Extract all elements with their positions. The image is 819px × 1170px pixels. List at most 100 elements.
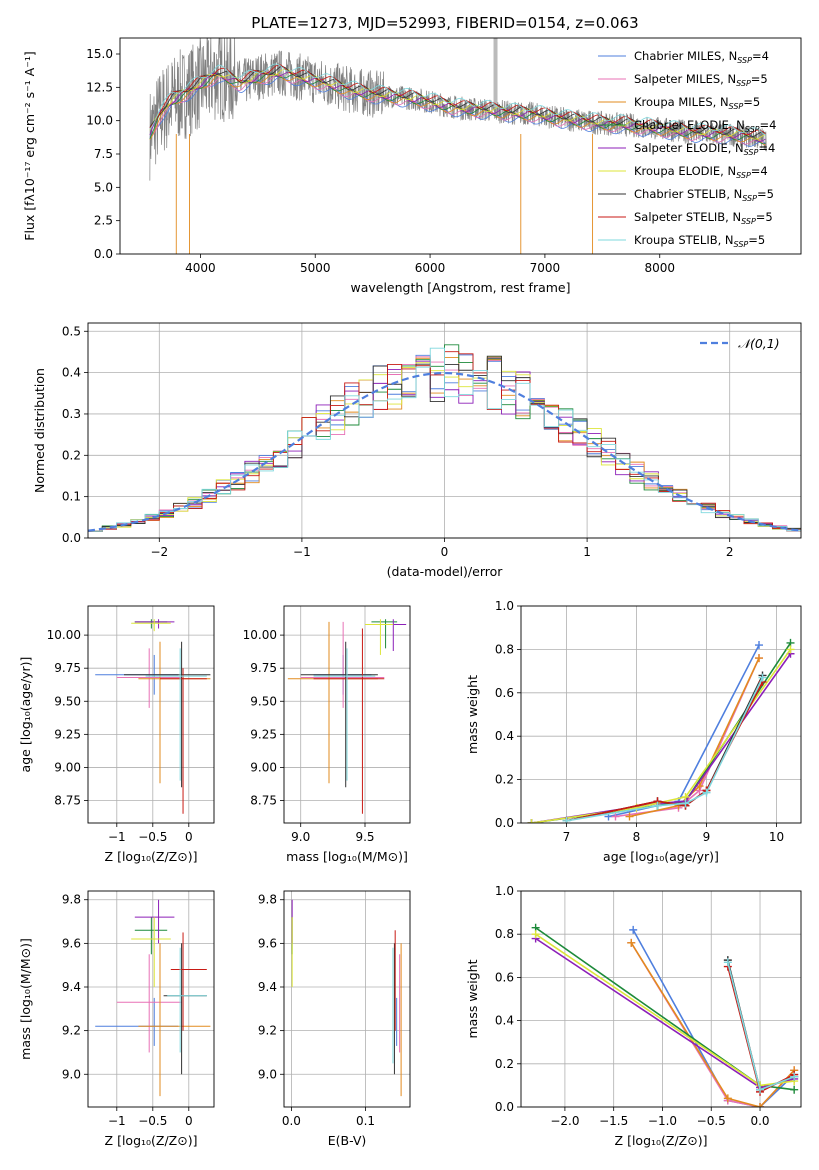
y-tick-label: 9.25 [54, 727, 81, 741]
spectrum-legend: Chabrier MILES, NSSP=4 Salpeter MILES, NS… [598, 49, 776, 249]
x-tick-label: −0.5 [697, 1114, 726, 1128]
y-tick-label: 9.2 [258, 1024, 277, 1038]
y-tick-label: 0.0 [62, 531, 81, 545]
weight-series-line [535, 933, 795, 1087]
y-tick-label: 9.75 [54, 661, 81, 675]
weight-series-line [535, 927, 795, 1091]
weight-marker [531, 930, 540, 939]
y-tick-label: 9.0 [62, 1067, 81, 1081]
x-tick-label: 0 [185, 830, 193, 844]
x-tick-label: 9.0 [291, 830, 310, 844]
y-axis-label: Flux [fλ10⁻¹⁷ erg cm⁻² s⁻¹ A⁻¹] [22, 51, 37, 240]
weight-marker [790, 1072, 799, 1081]
y-tick-label: 10.00 [47, 628, 81, 642]
weight-marker [629, 925, 638, 934]
y-tick-label: 0.4 [62, 366, 81, 380]
x-tick-label: 7 [563, 830, 571, 844]
weight-series-line [630, 942, 795, 1107]
y-tick-label: 0.0 [495, 1100, 514, 1114]
y-tick-label: 2.5 [94, 214, 113, 228]
x-tick-label: 6000 [415, 261, 446, 275]
x-axis-label: E(B-V) [328, 1133, 367, 1148]
panel-residuals: −2 −1 0 1 2 0.0 0.1 0.2 0.3 0.4 0.5 (data-model)/er… [32, 322, 802, 579]
figure-title: PLATE=1273, MJD=52993, FIBERID=0154, z=0… [251, 14, 638, 32]
spectrum-model-line [149, 68, 766, 140]
x-tick-label: 0.0 [750, 1114, 769, 1128]
x-tick-label: −2 [150, 545, 168, 559]
axes-frame [283, 605, 411, 824]
weight-marker [790, 1085, 799, 1094]
weight-marker [702, 788, 711, 797]
weight-marker [562, 816, 571, 823]
legend-label: Kroupa MILES, NSSP=5 [634, 95, 760, 111]
residual-histogram [88, 347, 801, 532]
normal-reference-curve [88, 371, 801, 532]
x-tick-label: 1 [583, 545, 591, 559]
plot-area [95, 619, 211, 814]
weight-series-line [566, 677, 764, 822]
y-tick-label: 1.0 [495, 884, 514, 898]
y-tick-label: 0.8 [495, 642, 514, 656]
weight-marker [786, 645, 795, 654]
weight-series-line [531, 653, 792, 823]
x-axis-label: Z [log₁₀(Z/Z⊙)] [105, 849, 198, 864]
weight-marker [625, 812, 634, 821]
y-axis-label: mass [log₁₀(M/M⊙)] [18, 938, 33, 1060]
x-tick-label: 2 [726, 545, 734, 559]
y-tick-label: 0.2 [495, 1057, 514, 1071]
legend-label: Salpeter STELIB, NSSP=5 [634, 210, 773, 226]
legend-label: Chabrier ELODIE, NSSP=4 [634, 118, 776, 134]
plot-area [287, 619, 407, 814]
x-axis-label: Z [log₁₀(Z/Z⊙)] [105, 1133, 198, 1148]
x-tick-label: −0.5 [138, 1114, 167, 1128]
weight-marker [627, 938, 636, 947]
y-tick-label: 0.0 [94, 247, 113, 261]
y-tick-label: 9.00 [54, 760, 81, 774]
panel-weight_vs_Z: −2.0 −1.5 −1.0 −0.5 0.0 0.0 0.2 0.4 0.6 0.8 1.0 Z [… [465, 884, 802, 1148]
weight-series-line [615, 657, 760, 818]
y-tick-label: 8.75 [54, 794, 81, 808]
panel-age_vs_mass: 9.0 9.5 8.75 9.00 9.25 9.50 9.75 10.00 mass [log… [243, 605, 411, 864]
y-axis-label: Normed distribution [32, 368, 47, 493]
weight-series-line [566, 681, 764, 822]
y-tick-label: 0.2 [495, 773, 514, 787]
axes-frame [283, 890, 411, 1108]
plot-area [88, 344, 801, 532]
y-tick-label: 0.3 [62, 407, 81, 421]
legend-label: 𝒩(0,1) [738, 336, 780, 351]
x-axis-label: wavelength [Angstrom, rest frame] [350, 280, 570, 295]
y-axis-label: mass weight [465, 675, 480, 754]
weight-marker [723, 1094, 732, 1103]
x-tick-label: 5000 [300, 261, 331, 275]
y-tick-label: 9.8 [258, 893, 277, 907]
y-tick-label: 9.4 [62, 980, 81, 994]
x-tick-label: −1 [293, 545, 311, 559]
panel-mass_vs_ebv: 0.0 0.1 9.0 9.2 9.4 9.6 9.8 E(B-V) [258, 890, 411, 1148]
x-axis-label: age [log₁₀(age/yr)] [603, 849, 719, 864]
y-tick-label: 0.4 [495, 1014, 514, 1028]
legend-label: Kroupa ELODIE, NSSP=4 [634, 164, 768, 180]
y-tick-label: 9.6 [258, 936, 277, 950]
x-axis-label: mass [log₁₀(M/M⊙)] [286, 849, 408, 864]
axes-frame [87, 322, 802, 539]
y-tick-label: 9.8 [62, 893, 81, 907]
y-tick-label: 9.25 [250, 727, 277, 741]
y-tick-label: 9.0 [258, 1067, 277, 1081]
y-tick-label: 5.0 [94, 180, 113, 194]
weight-marker [756, 1085, 765, 1094]
y-tick-label: 0.5 [62, 324, 81, 338]
axes-frame [87, 605, 215, 824]
y-tick-label: 8.75 [250, 794, 277, 808]
weight-marker [756, 1103, 765, 1107]
x-tick-label: 9 [703, 830, 711, 844]
y-tick-label: 12.5 [86, 80, 113, 94]
y-tick-label: 9.00 [250, 760, 277, 774]
panel-weight_vs_age: 7 8 9 10 0.0 0.2 0.4 0.6 0.8 1.0 age [log₁₀(age/yr… [465, 599, 802, 864]
x-tick-label: 0 [441, 545, 449, 559]
weight-marker [611, 812, 620, 821]
legend-label: Salpeter ELODIE, NSSP=4 [634, 141, 775, 157]
weight-marker [527, 819, 536, 823]
y-axis-label: age [log₁₀(age/yr)] [18, 657, 33, 773]
x-tick-label: 9.5 [355, 830, 374, 844]
weight-marker [755, 641, 763, 650]
